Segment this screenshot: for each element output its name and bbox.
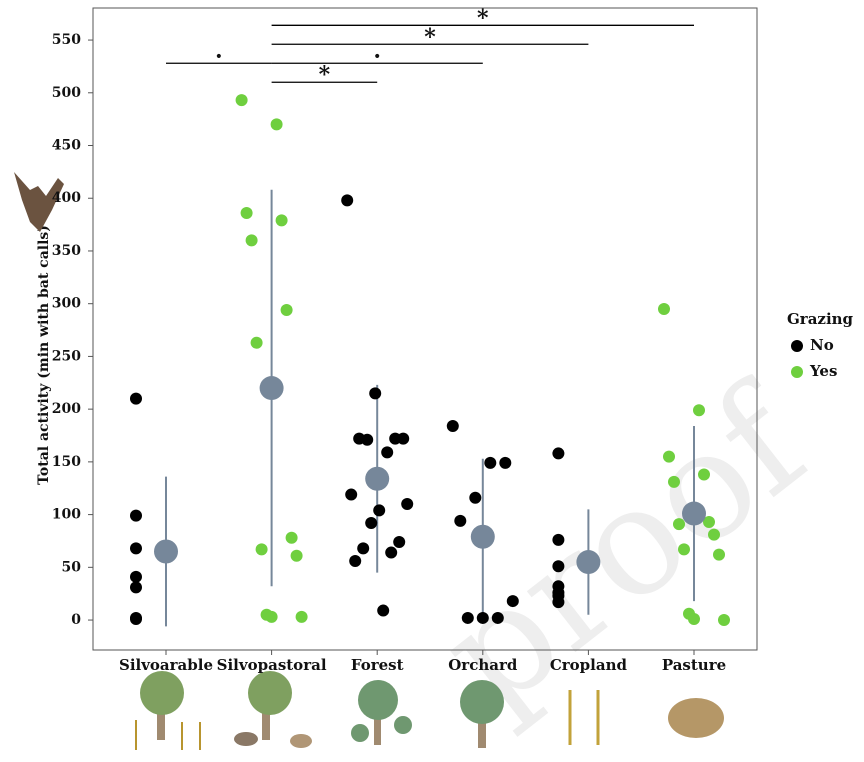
mean-point — [576, 550, 601, 575]
data-point — [280, 304, 293, 317]
data-point — [552, 533, 565, 546]
data-point — [678, 543, 690, 556]
data-point — [373, 504, 386, 517]
data-point — [349, 554, 362, 567]
data-point — [552, 596, 565, 609]
data-point — [250, 336, 263, 349]
legend-title: Grazing — [787, 310, 854, 328]
data-point — [240, 207, 253, 220]
data-point — [365, 517, 378, 530]
y-tick-label: 0 — [71, 612, 81, 628]
x-tick-label: Cropland — [550, 656, 628, 674]
data-point — [357, 542, 370, 555]
data-point — [235, 94, 248, 107]
legend-label: Yes — [809, 362, 837, 380]
y-tick-label: 300 — [52, 296, 81, 312]
y-tick-label: 50 — [62, 559, 82, 575]
mean-point — [470, 524, 495, 549]
data-point — [255, 543, 268, 556]
data-point — [285, 531, 298, 544]
data-point — [658, 302, 670, 315]
data-point — [673, 518, 685, 531]
data-point — [552, 447, 565, 460]
data-point — [454, 514, 467, 527]
data-point — [688, 612, 700, 625]
y-tick-label: 350 — [52, 243, 81, 259]
x-tick-label: Silvoarable — [119, 656, 213, 674]
data-point — [713, 548, 725, 561]
y-axis-title: Total activity (min with bat calls) — [36, 225, 52, 485]
data-point — [345, 488, 358, 501]
y-tick-label: 100 — [52, 507, 81, 523]
y-tick-label: 550 — [52, 32, 81, 48]
y-tick-label: 400 — [52, 190, 81, 206]
x-tick-label: Forest — [351, 656, 404, 674]
y-tick-label: 250 — [52, 348, 81, 364]
data-point — [130, 570, 142, 583]
legend-swatch — [791, 366, 803, 378]
data-point — [389, 432, 402, 445]
significance-label: · — [215, 43, 223, 69]
data-point — [708, 528, 720, 541]
data-point — [275, 214, 288, 227]
data-point — [668, 475, 680, 488]
data-point — [703, 515, 715, 528]
y-tick-label: 200 — [52, 401, 81, 417]
data-point — [265, 610, 278, 623]
data-point — [369, 387, 382, 400]
x-tick-label: Pasture — [662, 656, 726, 674]
mean-point — [154, 539, 178, 564]
data-point — [698, 468, 710, 481]
data-point — [491, 611, 504, 624]
data-point — [377, 604, 390, 617]
data-point — [401, 498, 414, 511]
data-point — [130, 509, 142, 522]
data-point — [290, 549, 303, 562]
legend-swatch — [791, 340, 803, 352]
data-point — [499, 456, 512, 469]
data-point — [341, 194, 354, 207]
data-point — [469, 491, 482, 504]
mean-point — [259, 376, 284, 401]
y-tick-label: 150 — [52, 454, 81, 470]
data-point — [270, 118, 283, 131]
data-point — [295, 610, 308, 623]
data-point — [484, 456, 497, 469]
mean-point — [365, 466, 390, 491]
significance-label: * — [319, 62, 331, 88]
y-tick-label: 500 — [52, 85, 81, 101]
x-tick-label: Silvopastoral — [217, 656, 327, 674]
data-point — [130, 542, 142, 555]
data-point — [446, 420, 459, 433]
data-point — [718, 614, 730, 627]
panel-border — [92, 7, 758, 651]
mean-point — [682, 501, 706, 526]
legend-label: No — [810, 336, 834, 354]
data-point — [663, 450, 675, 463]
data-point — [130, 612, 142, 625]
bat-icon — [14, 172, 64, 232]
data-point — [245, 234, 258, 247]
data-point — [476, 611, 489, 624]
data-point — [506, 595, 519, 608]
data-point — [353, 432, 366, 445]
data-point — [381, 446, 394, 459]
significance-label: · — [373, 43, 381, 69]
data-point — [130, 581, 142, 594]
category-icons — [135, 671, 724, 750]
data-point — [385, 546, 398, 559]
data-point — [130, 392, 142, 405]
data-point — [693, 404, 705, 417]
data-point — [393, 536, 406, 549]
significance-label: * — [424, 24, 436, 50]
data-point — [461, 611, 474, 624]
significance-label: * — [477, 5, 489, 31]
x-tick-label: Orchard — [448, 656, 518, 674]
data-point — [552, 560, 565, 573]
y-tick-label: 450 — [52, 138, 81, 154]
